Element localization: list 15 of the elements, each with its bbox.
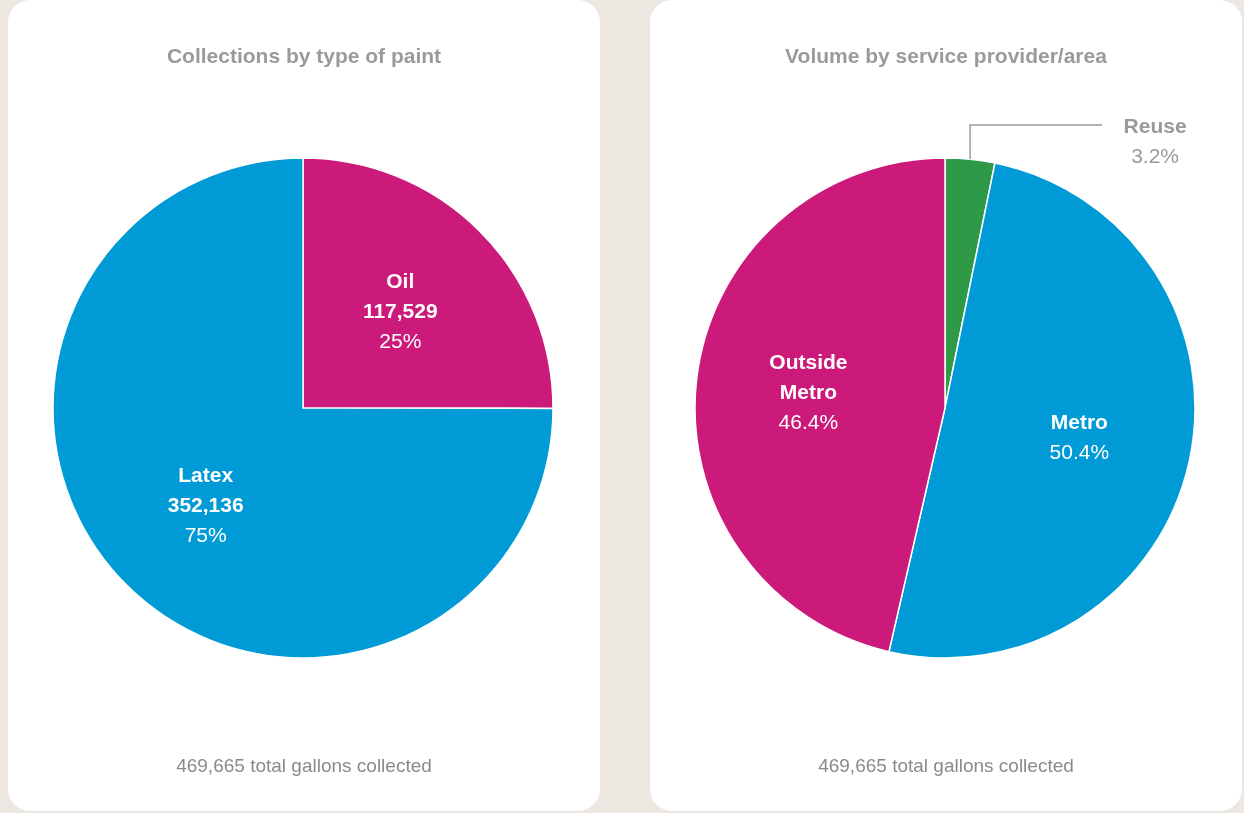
data-label: 3.2%	[1131, 144, 1180, 167]
data-label: 50.4%	[1049, 440, 1110, 464]
text: 469,665 total gallons collected	[176, 755, 432, 776]
slice-label: Oil	[386, 268, 415, 292]
data-label: 46.4%	[778, 410, 839, 434]
slice-label: Metro	[1050, 410, 1108, 434]
text: 469,665 total gallons collected	[818, 755, 1074, 776]
slice-label: Latex	[178, 463, 234, 487]
chart-title: Volume by service provider/area	[785, 44, 1108, 67]
data-label: 352,136 75%	[167, 493, 244, 547]
chart-title: Collections by type of paint	[166, 44, 442, 67]
pie-slice	[52, 157, 554, 659]
data-label: 117,529 25%	[362, 298, 438, 352]
slice-label: Reuse	[1123, 114, 1187, 137]
slice-label: Outside Metro	[769, 350, 848, 404]
